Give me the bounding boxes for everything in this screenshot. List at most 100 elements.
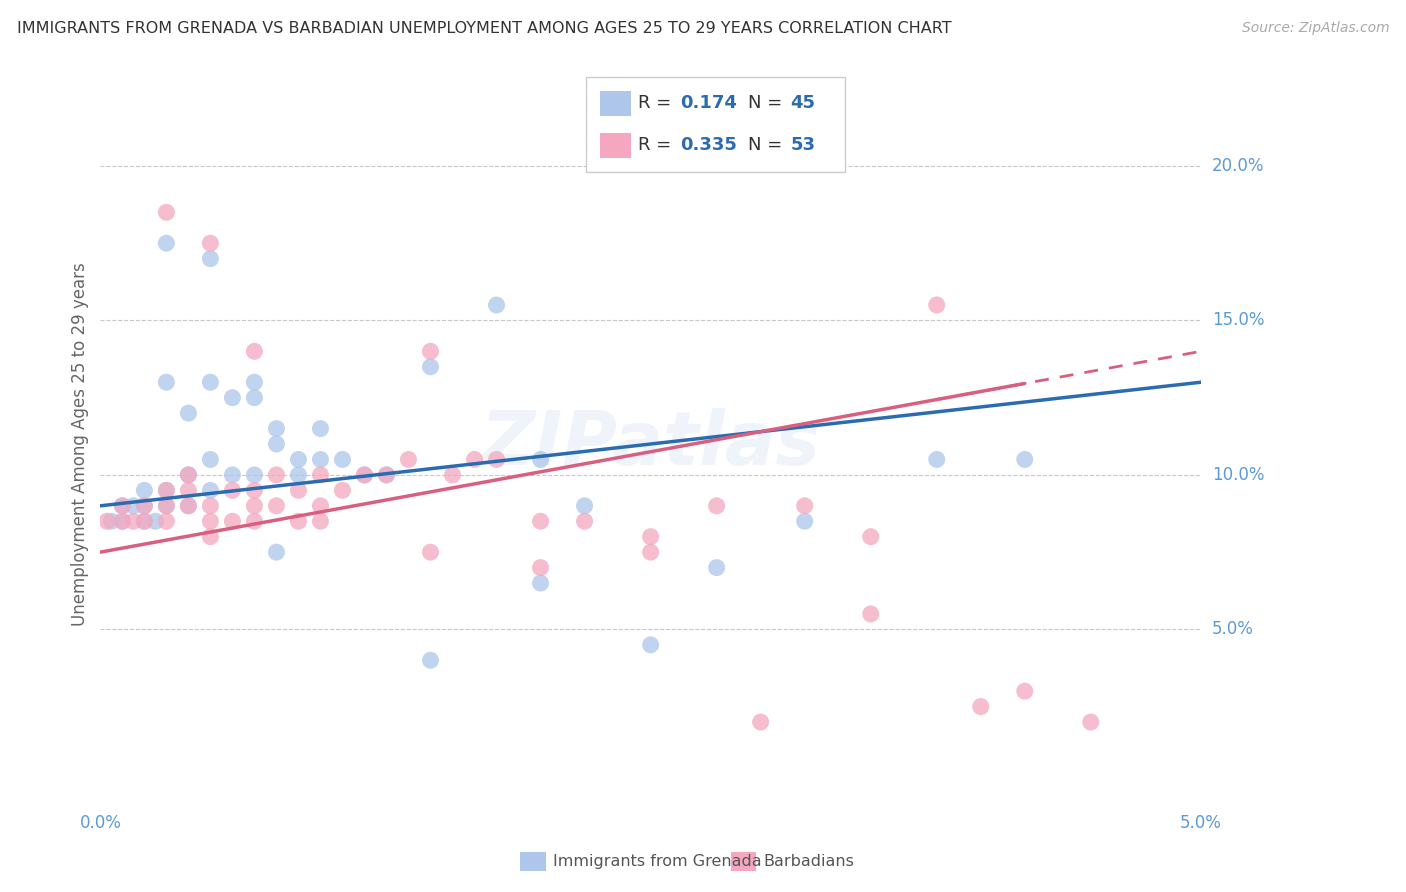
Text: 5.0%: 5.0%: [1180, 814, 1222, 832]
Point: [287, 452, 309, 467]
Point: [398, 452, 420, 467]
Point: [859, 607, 882, 621]
Point: [200, 376, 222, 390]
Point: [640, 545, 662, 559]
Text: 10.0%: 10.0%: [1212, 466, 1264, 484]
Point: [309, 514, 332, 528]
Point: [309, 421, 332, 435]
Point: [243, 344, 266, 359]
Point: [111, 499, 134, 513]
Text: Immigrants from Grenada: Immigrants from Grenada: [553, 855, 761, 869]
Point: [309, 452, 332, 467]
Point: [155, 499, 177, 513]
Point: [155, 499, 177, 513]
Point: [134, 483, 156, 498]
Point: [96, 514, 118, 528]
Point: [200, 252, 222, 266]
Point: [155, 483, 177, 498]
Point: [859, 530, 882, 544]
Point: [243, 376, 266, 390]
Point: [287, 514, 309, 528]
Point: [100, 514, 122, 528]
Point: [529, 514, 551, 528]
Point: [706, 560, 728, 574]
Point: [970, 699, 993, 714]
Point: [529, 560, 551, 574]
Point: [925, 452, 948, 467]
Point: [332, 483, 354, 498]
Point: [200, 483, 222, 498]
Point: [419, 359, 441, 374]
Point: [1014, 452, 1036, 467]
Point: [1014, 684, 1036, 698]
Point: [463, 452, 485, 467]
Point: [706, 499, 728, 513]
Point: [155, 514, 177, 528]
Point: [375, 467, 398, 482]
Text: Barbadians: Barbadians: [763, 855, 855, 869]
Point: [177, 499, 200, 513]
Point: [266, 467, 288, 482]
Point: [243, 467, 266, 482]
Point: [200, 514, 222, 528]
Point: [266, 499, 288, 513]
Point: [145, 514, 167, 528]
Point: [155, 376, 177, 390]
Point: [419, 653, 441, 667]
Point: [134, 514, 156, 528]
Point: [574, 499, 596, 513]
Point: [155, 205, 177, 219]
Point: [640, 530, 662, 544]
Point: [177, 483, 200, 498]
Point: [243, 499, 266, 513]
Point: [200, 452, 222, 467]
Point: [111, 499, 134, 513]
Point: [134, 499, 156, 513]
Point: [793, 514, 815, 528]
Point: [529, 452, 551, 467]
Point: [155, 236, 177, 251]
Point: [122, 499, 145, 513]
Point: [375, 467, 398, 482]
Point: [309, 467, 332, 482]
Point: [221, 391, 243, 405]
Point: [266, 437, 288, 451]
Text: 0.335: 0.335: [681, 136, 737, 154]
Point: [574, 514, 596, 528]
Text: 0.174: 0.174: [681, 95, 737, 112]
Text: IMMIGRANTS FROM GRENADA VS BARBADIAN UNEMPLOYMENT AMONG AGES 25 TO 29 YEARS CORR: IMMIGRANTS FROM GRENADA VS BARBADIAN UNE…: [17, 21, 952, 36]
Point: [122, 514, 145, 528]
Text: 45: 45: [790, 95, 815, 112]
Text: 0.0%: 0.0%: [79, 814, 121, 832]
Point: [177, 499, 200, 513]
Point: [485, 298, 508, 312]
Point: [353, 467, 375, 482]
Point: [419, 545, 441, 559]
Point: [111, 514, 134, 528]
Point: [640, 638, 662, 652]
Text: 5.0%: 5.0%: [1212, 620, 1254, 639]
Point: [287, 467, 309, 482]
Point: [200, 530, 222, 544]
Text: R =: R =: [638, 136, 678, 154]
Text: N =: N =: [748, 136, 787, 154]
Point: [243, 391, 266, 405]
Point: [287, 483, 309, 498]
Text: R =: R =: [638, 95, 678, 112]
Point: [485, 452, 508, 467]
Point: [221, 467, 243, 482]
Point: [177, 406, 200, 420]
Point: [134, 499, 156, 513]
Point: [200, 499, 222, 513]
Point: [419, 344, 441, 359]
Point: [441, 467, 464, 482]
Point: [134, 514, 156, 528]
Point: [177, 467, 200, 482]
Point: [353, 467, 375, 482]
Point: [266, 545, 288, 559]
Point: [529, 576, 551, 591]
Point: [243, 483, 266, 498]
Point: [221, 483, 243, 498]
Y-axis label: Unemployment Among Ages 25 to 29 years: Unemployment Among Ages 25 to 29 years: [72, 262, 89, 626]
Point: [243, 514, 266, 528]
